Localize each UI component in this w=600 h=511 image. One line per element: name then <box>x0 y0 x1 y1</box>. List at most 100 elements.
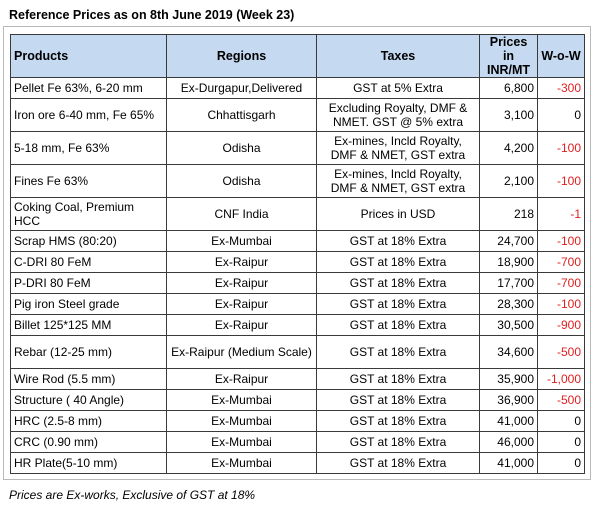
price-cell: 218 <box>479 197 538 231</box>
wow-cell: -100 <box>537 164 585 198</box>
wow-cell: 0 <box>537 98 585 132</box>
wow-cell: -500 <box>537 389 585 411</box>
wow-cell: 0 <box>537 410 585 432</box>
table-row: P-DRI 80 FeM Ex-Raipur GST at 18% Extra 17,… <box>10 272 585 294</box>
product-cell: Structure ( 40 Angle) <box>10 389 167 411</box>
region-cell: CNF India <box>166 197 317 231</box>
region-cell: Ex-Mumbai <box>166 410 317 432</box>
table-frame <box>3 26 591 480</box>
price-cell: 30,500 <box>479 314 538 336</box>
product-cell: Rebar (12-25 mm) <box>10 335 167 369</box>
page-title: Reference Prices as on 8th June 2019 (We… <box>9 8 295 22</box>
product-cell: Scrap HMS (80:20) <box>10 230 167 252</box>
wow-cell: -100 <box>537 131 585 165</box>
table-row: C-DRI 80 FeM Ex-Raipur GST at 18% Extra 18,… <box>10 251 585 273</box>
product-cell: Coking Coal, Premium HCC <box>10 197 167 231</box>
table-row: Wire Rod (5.5 mm) Ex-Raipur GST at 18% Ext… <box>10 368 585 390</box>
region-cell: Ex-Mumbai <box>166 452 317 474</box>
region-cell: Ex-Durgapur,Delivered <box>166 77 317 99</box>
table-row: Scrap HMS (80:20) Ex-Mumbai GST at 18% Ext… <box>10 230 585 252</box>
taxes-cell: Prices in USD <box>316 197 480 231</box>
wow-cell: -1 <box>537 197 585 231</box>
taxes-cell: GST at 18% Extra <box>316 314 480 336</box>
wow-cell: -1,000 <box>537 368 585 390</box>
taxes-cell: GST at 18% Extra <box>316 368 480 390</box>
wow-cell: -900 <box>537 314 585 336</box>
taxes-cell: GST at 18% Extra <box>316 272 480 294</box>
header-taxes: Taxes <box>316 34 480 78</box>
price-cell: 24,700 <box>479 230 538 252</box>
product-cell: Wire Rod (5.5 mm) <box>10 368 167 390</box>
region-cell: Ex-Raipur <box>166 293 317 315</box>
price-cell: 17,700 <box>479 272 538 294</box>
product-cell: C-DRI 80 FeM <box>10 251 167 273</box>
table-row: HR Plate(5-10 mm) Ex-Mumbai GST at 18% Ext… <box>10 452 585 474</box>
price-cell: 46,000 <box>479 431 538 453</box>
taxes-cell: GST at 18% Extra <box>316 431 480 453</box>
table-header-row: Products Regions Taxes Prices in INR/MT … <box>10 34 585 78</box>
product-cell: Fines Fe 63% <box>10 164 167 198</box>
product-cell: P-DRI 80 FeM <box>10 272 167 294</box>
region-cell: Odisha <box>166 164 317 198</box>
wow-cell: -700 <box>537 272 585 294</box>
header-products: Products <box>10 34 167 78</box>
product-cell: Pellet Fe 63%, 6-20 mm <box>10 77 167 99</box>
price-cell: 18,900 <box>479 251 538 273</box>
product-cell: Iron ore 6-40 mm, Fe 65% <box>10 98 167 132</box>
table-row: 5-18 mm, Fe 63% Odisha Ex-mines, Incld Roy… <box>10 131 585 165</box>
price-cell: 28,300 <box>479 293 538 315</box>
table-row: Pig iron Steel grade Ex-Raipur GST at 18% … <box>10 293 585 315</box>
region-cell: Odisha <box>166 131 317 165</box>
footnote: Prices are Ex-works, Exclusive of GST at… <box>9 488 256 502</box>
wow-cell: 0 <box>537 452 585 474</box>
table-row: Fines Fe 63% Odisha Ex-mines, Incld Royalt… <box>10 164 585 198</box>
header-wow: W-o-W <box>537 34 585 78</box>
price-cell: 41,000 <box>479 452 538 474</box>
taxes-cell: GST at 18% Extra <box>316 293 480 315</box>
taxes-cell: Ex-mines, Incld Royalty, DMF & NMET, GST… <box>316 131 480 165</box>
price-cell: 36,900 <box>479 389 538 411</box>
wow-cell: 0 <box>537 431 585 453</box>
region-cell: Ex-Raipur <box>166 251 317 273</box>
region-cell: Chhattisgarh <box>166 98 317 132</box>
taxes-cell: GST at 18% Extra <box>316 335 480 369</box>
wow-cell: -300 <box>537 77 585 99</box>
product-cell: Billet 125*125 MM <box>10 314 167 336</box>
taxes-cell: GST at 18% Extra <box>316 410 480 432</box>
wow-cell: -500 <box>537 335 585 369</box>
taxes-cell: GST at 18% Extra <box>316 389 480 411</box>
price-cell: 34,600 <box>479 335 538 369</box>
region-cell: Ex-Mumbai <box>166 431 317 453</box>
table-row: Pellet Fe 63%, 6-20 mm Ex-Durgapur,Delive… <box>10 77 585 99</box>
price-cell: 4,200 <box>479 131 538 165</box>
table-row: CRC (0.90 mm) Ex-Mumbai GST at 18% Extra 46… <box>10 431 585 453</box>
price-cell: 6,800 <box>479 77 538 99</box>
table-row: Structure ( 40 Angle) Ex-Mumbai GST at 18%… <box>10 389 585 411</box>
price-cell: 3,100 <box>479 98 538 132</box>
table-row: Rebar (12-25 mm) Ex-Raipur (Medium Scale)… <box>10 335 585 369</box>
taxes-cell: Excluding Royalty, DMF & NMET. GST @ 5% … <box>316 98 480 132</box>
price-cell: 41,000 <box>479 410 538 432</box>
price-table: Products Regions Taxes Prices in INR/MT … <box>10 34 585 474</box>
product-cell: HRC (2.5-8 mm) <box>10 410 167 432</box>
price-cell: 35,900 <box>479 368 538 390</box>
table-row: Billet 125*125 MM Ex-Raipur GST at 18% Ext… <box>10 314 585 336</box>
region-cell: Ex-Raipur <box>166 272 317 294</box>
product-cell: Pig iron Steel grade <box>10 293 167 315</box>
table-row: Coking Coal, Premium HCC CNF India Prices … <box>10 197 585 231</box>
taxes-cell: GST at 5% Extra <box>316 77 480 99</box>
taxes-cell: GST at 18% Extra <box>316 452 480 474</box>
product-cell: 5-18 mm, Fe 63% <box>10 131 167 165</box>
product-cell: HR Plate(5-10 mm) <box>10 452 167 474</box>
taxes-cell: GST at 18% Extra <box>316 230 480 252</box>
product-cell: CRC (0.90 mm) <box>10 431 167 453</box>
wow-cell: -100 <box>537 293 585 315</box>
table-row: HRC (2.5-8 mm) Ex-Mumbai GST at 18% Extra 4… <box>10 410 585 432</box>
region-cell: Ex-Mumbai <box>166 230 317 252</box>
region-cell: Ex-Raipur <box>166 314 317 336</box>
region-cell: Ex-Raipur <box>166 368 317 390</box>
table-body: Pellet Fe 63%, 6-20 mm Ex-Durgapur,Delive… <box>10 77 585 474</box>
region-cell: Ex-Mumbai <box>166 389 317 411</box>
taxes-cell: GST at 18% Extra <box>316 251 480 273</box>
price-cell: 2,100 <box>479 164 538 198</box>
